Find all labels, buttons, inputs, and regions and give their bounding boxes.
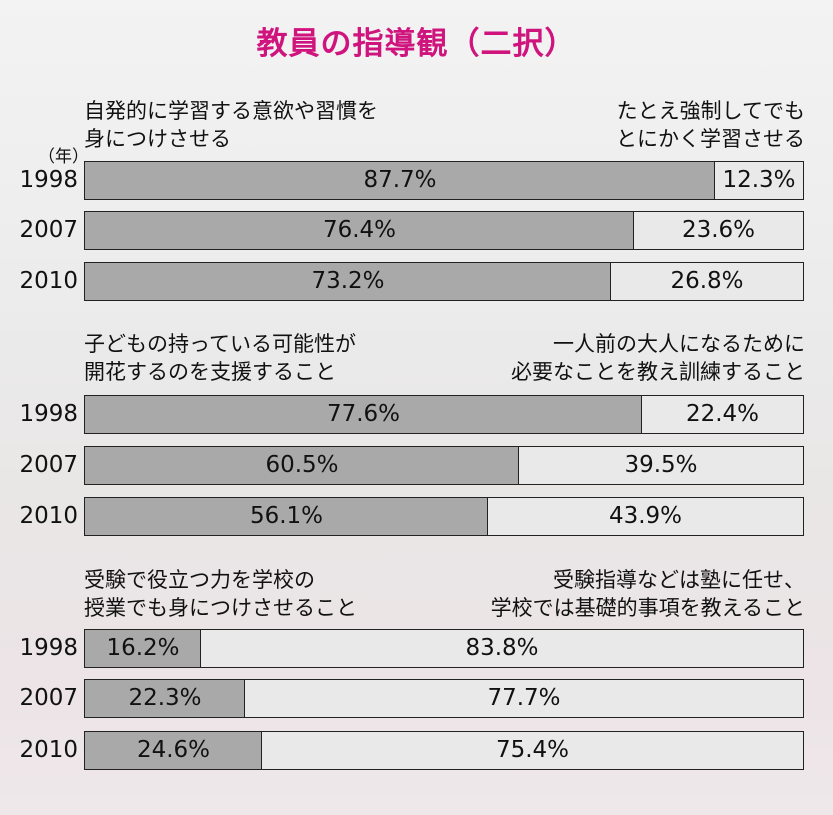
data-label-right: 22.4%	[685, 401, 760, 427]
page-title: 教員の指導観（二択）	[256, 26, 577, 62]
bar-segment-left	[85, 212, 634, 249]
year-unit-label: （年）	[38, 147, 89, 167]
stacked-bar: 76.4% 23.6%	[84, 211, 804, 250]
data-label-right: 75.4%	[495, 737, 570, 763]
data-label-right: 39.5%	[624, 452, 698, 478]
bar-segment-left	[85, 162, 715, 199]
right-option-label: 一人前の大人になるために 必要なことを教え訓練すること	[511, 332, 805, 384]
data-label-right: 43.9%	[608, 503, 683, 529]
left-option-label: 自発的に学習する意欲や習慣を 身につけさせる	[84, 99, 378, 151]
year-label: 2010	[19, 268, 78, 294]
data-label-right: 23.6%	[681, 217, 756, 243]
data-label-right: 26.8%	[670, 268, 744, 294]
stacked-bar: 60.5% 39.5%	[84, 446, 804, 485]
bar-segment-left	[85, 498, 488, 535]
bar-segment-left	[85, 396, 642, 433]
left-option-label: 受験で役立つ力を学校の 授業でも身につけさせること	[84, 568, 357, 620]
stacked-bar: 16.2% 83.8%	[84, 629, 804, 668]
bar-segment-left	[85, 630, 201, 667]
stacked-bar: 77.6% 22.4%	[84, 395, 804, 434]
bar-segment-left	[85, 732, 262, 769]
year-label: 1998	[19, 167, 78, 193]
bar-segment-left	[85, 680, 245, 717]
data-label-right: 12.3%	[722, 167, 796, 193]
bar-segment-left	[85, 447, 519, 484]
stacked-bar: 73.2% 26.8%	[84, 262, 804, 301]
stacked-bar: 56.1% 43.9%	[84, 497, 804, 536]
data-label-right: 77.7%	[487, 685, 561, 711]
year-label: 2010	[19, 737, 78, 763]
data-label-left: 16.2%	[106, 635, 180, 661]
data-label-left: 77.6%	[326, 401, 401, 427]
data-label-left: 87.7%	[363, 167, 437, 193]
data-label-left: 24.6%	[136, 737, 211, 763]
data-label-right: 83.8%	[465, 635, 539, 661]
right-option-label: たとえ強制してでも とにかく学習させる	[616, 99, 805, 151]
year-label: 2007	[19, 685, 78, 711]
year-label: 1998	[19, 635, 78, 661]
stacked-bar: 24.6% 75.4%	[84, 731, 804, 770]
year-label: 2010	[19, 503, 78, 529]
year-label: 2007	[19, 217, 78, 243]
left-option-label: 子どもの持っている可能性が 開花するのを支援すること	[84, 332, 356, 384]
right-option-label: 受験指導などは塾に任せ、 学校では基礎的事項を教えること	[490, 568, 805, 620]
year-label: 1998	[19, 401, 78, 427]
data-label-left: 60.5%	[265, 452, 339, 478]
data-label-left: 22.3%	[128, 685, 202, 711]
year-label: 2007	[19, 452, 78, 478]
data-label-left: 73.2%	[311, 268, 385, 294]
data-label-left: 76.4%	[322, 217, 397, 243]
bar-segment-left	[85, 263, 611, 300]
stacked-bar: 22.3% 77.7%	[84, 679, 804, 718]
data-label-left: 56.1%	[249, 503, 324, 529]
stacked-bar: 87.7% 12.3%	[84, 161, 804, 200]
